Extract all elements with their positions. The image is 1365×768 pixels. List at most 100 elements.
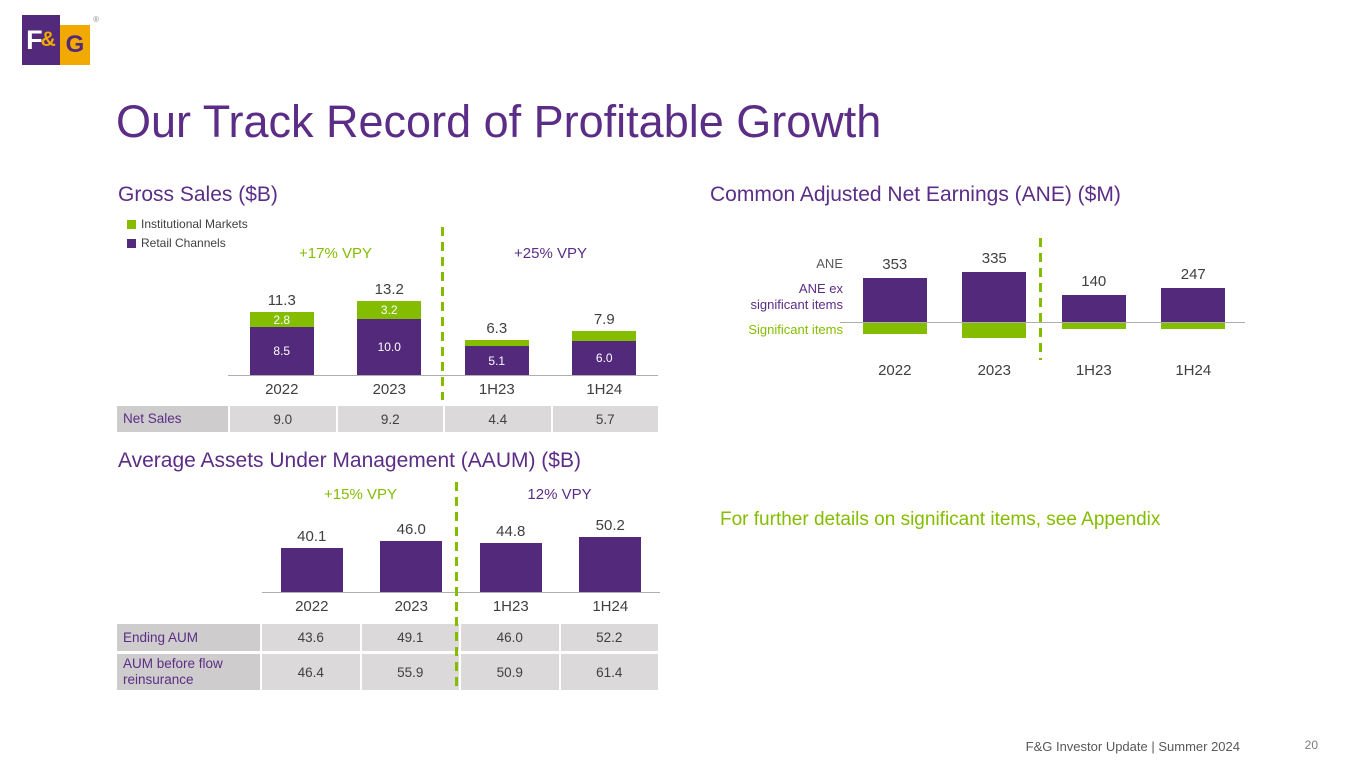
retail-segment: 8.5 [249,327,314,375]
logo-gold-block: G [60,25,90,65]
gross-sales-legend: Institutional Markets Retail Channels [127,217,248,250]
vpy-annotation: +25% VPY [514,245,587,262]
x-axis-label: 2022 [265,381,299,398]
stacked-bar: 2.8 8.5 [249,311,314,375]
ane-axis [840,322,1245,323]
aaum-table-value-cell: 52.2 [560,624,658,651]
aaum-column: 50.2 [561,516,661,592]
legend-label: Retail Channels [141,236,226,250]
x-axis-label: 1H24 [586,381,623,398]
ane-column: 247 [1144,235,1244,365]
stacked-bar: 6.0 [572,330,637,375]
aaum-table-row-label: AUM before flow reinsurance [117,654,260,690]
ane-column: 335 [945,235,1045,365]
aaum-table-value-cell: 46.0 [461,624,559,651]
bar-total-label: 50.2 [595,516,625,534]
significant-items-bar [1161,322,1226,329]
aaum-axis [262,592,660,593]
aaum-bar [380,541,443,592]
ane-xaxis: 2022 2023 1H23 1H24 [845,362,1243,379]
aaum-table-row-label: Ending AUM [117,624,260,651]
aaum-column: 46.0 [362,516,462,592]
x-axis-label: 2023 [394,598,428,615]
net-sales-row-label: Net Sales [117,406,228,432]
green-swatch-icon [127,219,136,229]
aaum-bar [280,547,343,592]
net-sales-value-cell: 4.4 [445,406,551,432]
footer-text: F&G Investor Update | Summer 2024 [1025,739,1240,754]
net-sales-value-cell: 9.2 [337,406,443,432]
aaum-bars: 40.1 46.0 44.8 50.2 [262,516,660,592]
appendix-note: For further details on significant items… [720,509,1161,530]
x-axis-label: 1H24 [1175,362,1212,379]
gross-sales-bars: 11.3 2.8 8.5 13.2 3.2 10.0 6.3 5.1 7.9 6.0 [228,262,658,375]
x-axis-label: 2022 [295,598,329,615]
bar-total-label: 13.2 [374,281,404,299]
stacked-bar: 3.2 10.0 [357,301,422,375]
aaum-title: Average Assets Under Management (AAUM) (… [118,449,581,472]
institutional-segment [464,339,529,347]
retail-segment: 6.0 [572,341,637,375]
aaum-table-value-cell: 46.4 [262,654,360,690]
bar-total-label: 46.0 [396,521,426,539]
vpy-annotation: 12% VPY [527,486,592,503]
ane-ex-sig-axis-label: ANE ex significant items [750,281,843,312]
bar-total-label: 6.3 [486,319,508,337]
logo-purple-block: F & [22,15,60,65]
ane-ex-sig-bar [1061,295,1126,322]
fg-logo: F & G ® [22,15,99,65]
ane-bars: 353 335 140 247 [845,235,1243,365]
significant-items-bar [1061,322,1126,329]
institutional-segment [572,330,637,342]
bar-total-label: 40.1 [297,527,327,545]
ane-value-label: 247 [1180,266,1206,283]
gross-sales-column: 7.9 6.0 [551,262,659,375]
page-title: Our Track Record of Profitable Growth [116,96,882,147]
x-axis-label: 1H24 [592,598,629,615]
legend-label: Institutional Markets [141,217,248,231]
gross-sales-title: Gross Sales ($B) [118,183,278,206]
logo-ampersand: & [40,28,56,51]
aaum-table-value-cell: 55.9 [361,654,459,690]
significant-items-bar [962,322,1027,338]
ane-ex-sig-bar [962,272,1027,322]
bar-total-label: 11.3 [267,291,296,309]
ane-ex-sig-bar [1161,288,1226,322]
ane-column: 353 [845,235,945,365]
stacked-bar: 5.1 [464,339,529,375]
retail-segment: 10.0 [357,319,422,375]
ane-axis-label: ANE [816,256,843,271]
logo-letter-f: F [26,24,43,55]
x-axis-label: 1H23 [478,381,515,398]
aaum-column: 40.1 [262,516,362,592]
bar-total-label: 7.9 [593,310,615,328]
legend-item-institutional: Institutional Markets [127,217,248,231]
aaum-table-value-cell: 61.4 [560,654,658,690]
significant-items-label: Significant items [748,322,843,337]
aaum-table-value-cell: 50.9 [461,654,559,690]
institutional-segment: 2.8 [249,311,314,328]
ane-column: 140 [1044,235,1144,365]
aaum-table-value-cell: 49.1 [361,624,459,651]
x-axis-label: 1H23 [1075,362,1112,379]
retail-segment: 5.1 [464,346,529,375]
net-sales-value-cell: 9.0 [230,406,336,432]
gross-sales-column: 13.2 3.2 10.0 [336,262,444,375]
x-axis-label: 1H23 [492,598,529,615]
ane-value-label: 140 [1081,273,1107,290]
institutional-segment: 3.2 [357,301,422,319]
page-number: 20 [1304,738,1318,752]
legend-item-retail: Retail Channels [127,236,248,250]
aaum-table-value-cell: 43.6 [262,624,360,651]
gross-sales-xaxis: 2022 2023 1H23 1H24 [228,381,658,398]
ane-value-label: 335 [981,250,1007,267]
bar-total-label: 44.8 [496,522,526,540]
vpy-annotation: +15% VPY [324,486,397,503]
purple-swatch-icon [127,238,136,248]
net-sales-table: Net Sales 9.0 9.2 4.4 5.7 [117,406,658,432]
net-sales-value-cell: 5.7 [552,406,658,432]
aaum-table: Ending AUM 43.6 49.1 46.0 52.2 AUM before flo… [117,624,658,690]
gross-sales-column: 11.3 2.8 8.5 [228,262,336,375]
vpy-annotation: +17% VPY [299,245,372,262]
